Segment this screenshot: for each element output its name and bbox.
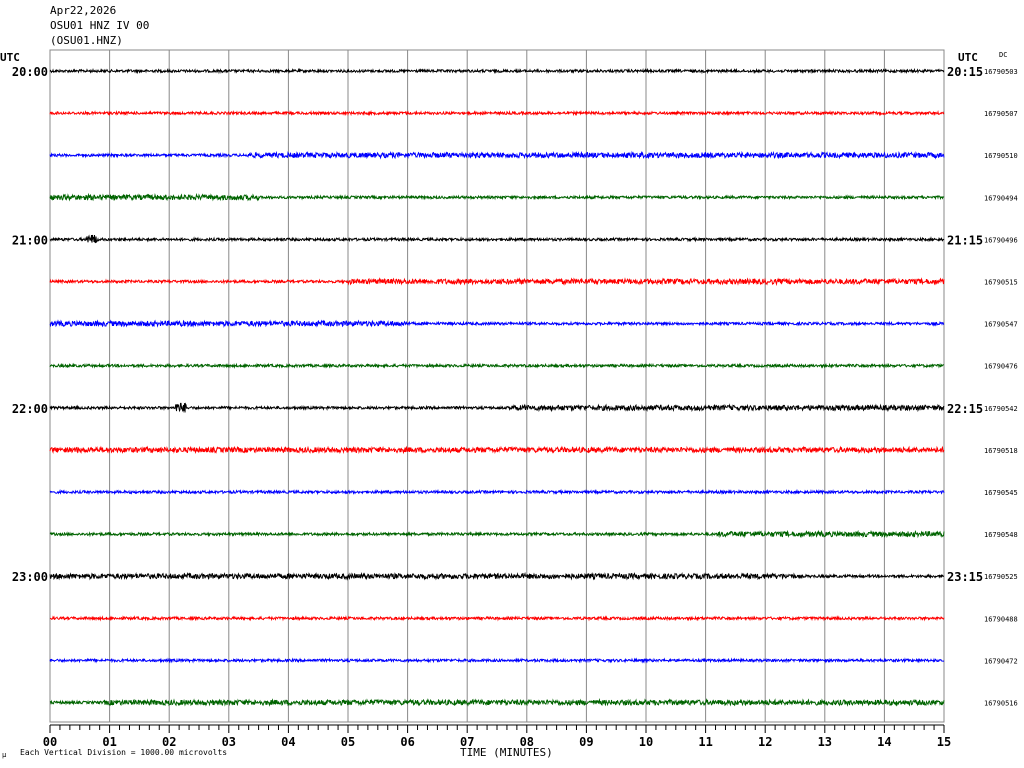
right-utc-label: UTC bbox=[958, 51, 978, 64]
x-tick-label: 04 bbox=[281, 735, 295, 749]
mu-symbol: μ bbox=[2, 751, 7, 759]
x-tick-label: 05 bbox=[341, 735, 355, 749]
x-tick-label: 02 bbox=[162, 735, 176, 749]
dc-value: 16790507 bbox=[984, 110, 1018, 118]
trace-line bbox=[49, 445, 945, 455]
x-tick-label: 13 bbox=[818, 735, 832, 749]
trace-line bbox=[49, 109, 945, 117]
x-tick-label: 12 bbox=[758, 735, 772, 749]
trace-line bbox=[49, 571, 945, 581]
dc-value: 16790545 bbox=[984, 489, 1018, 497]
x-tick-label: 10 bbox=[639, 735, 653, 749]
dc-value: 16790510 bbox=[984, 152, 1018, 160]
trace-line bbox=[49, 67, 945, 75]
dc-value: 16790516 bbox=[984, 700, 1018, 708]
x-tick-label: 11 bbox=[698, 735, 712, 749]
trace-line bbox=[49, 277, 945, 287]
x-tick-label: 08 bbox=[520, 735, 534, 749]
dc-value: 16790542 bbox=[984, 405, 1018, 413]
dc-value: 16790496 bbox=[984, 236, 1018, 244]
station-label: OSU01 HNZ IV 00 bbox=[50, 19, 150, 32]
plot-frame bbox=[49, 49, 945, 723]
trace-line bbox=[49, 150, 945, 160]
trace-line bbox=[49, 529, 945, 539]
scale-note: Each Vertical Division = 1000.00 microvo… bbox=[20, 748, 228, 757]
dc-value: 16790515 bbox=[984, 279, 1018, 287]
x-tick-label: 06 bbox=[400, 735, 414, 749]
dc-value: 16790525 bbox=[984, 573, 1018, 581]
dc-label: DC bbox=[999, 51, 1007, 59]
dc-value: 16790518 bbox=[984, 447, 1018, 455]
x-tick-label: 14 bbox=[877, 735, 891, 749]
left-time-label: 20:00 bbox=[12, 65, 48, 79]
x-tick-label: 00 bbox=[43, 735, 57, 749]
right-time-label: 23:15 bbox=[947, 570, 983, 584]
left-utc-label: UTC bbox=[0, 51, 20, 64]
dc-value: 16790548 bbox=[984, 531, 1018, 539]
trace-line bbox=[49, 402, 945, 413]
channel-label: (OSU01.HNZ) bbox=[50, 34, 123, 47]
left-time-label: 21:00 bbox=[12, 233, 48, 247]
right-time-label: 21:15 bbox=[947, 233, 983, 247]
dc-value: 16790503 bbox=[984, 68, 1018, 76]
trace-line bbox=[49, 192, 945, 202]
dc-value: 16790476 bbox=[984, 363, 1018, 371]
left-time-label: 23:00 bbox=[12, 570, 48, 584]
trace-line bbox=[49, 362, 945, 369]
x-tick-label: 09 bbox=[579, 735, 593, 749]
x-axis-title: TIME (MINUTES) bbox=[460, 746, 553, 759]
x-tick-label: 03 bbox=[222, 735, 236, 749]
right-time-label: 20:15 bbox=[947, 65, 983, 79]
left-time-label: 22:00 bbox=[12, 402, 48, 416]
right-time-label: 22:15 bbox=[947, 402, 983, 416]
dc-value: 16790472 bbox=[984, 657, 1018, 665]
date-label: Apr22,2026 bbox=[50, 4, 117, 17]
x-tick-label: 15 bbox=[937, 735, 951, 749]
trace-line bbox=[49, 698, 945, 707]
dc-value: 16790488 bbox=[984, 615, 1018, 623]
dc-value: 16790547 bbox=[984, 321, 1018, 329]
trace-line bbox=[49, 319, 945, 328]
x-tick-label: 07 bbox=[460, 735, 474, 749]
trace-line bbox=[49, 615, 945, 622]
trace-line bbox=[49, 488, 945, 496]
trace-line bbox=[49, 234, 945, 244]
dc-value: 16790494 bbox=[984, 194, 1018, 202]
x-tick-label: 01 bbox=[102, 735, 116, 749]
trace-line bbox=[49, 657, 945, 664]
